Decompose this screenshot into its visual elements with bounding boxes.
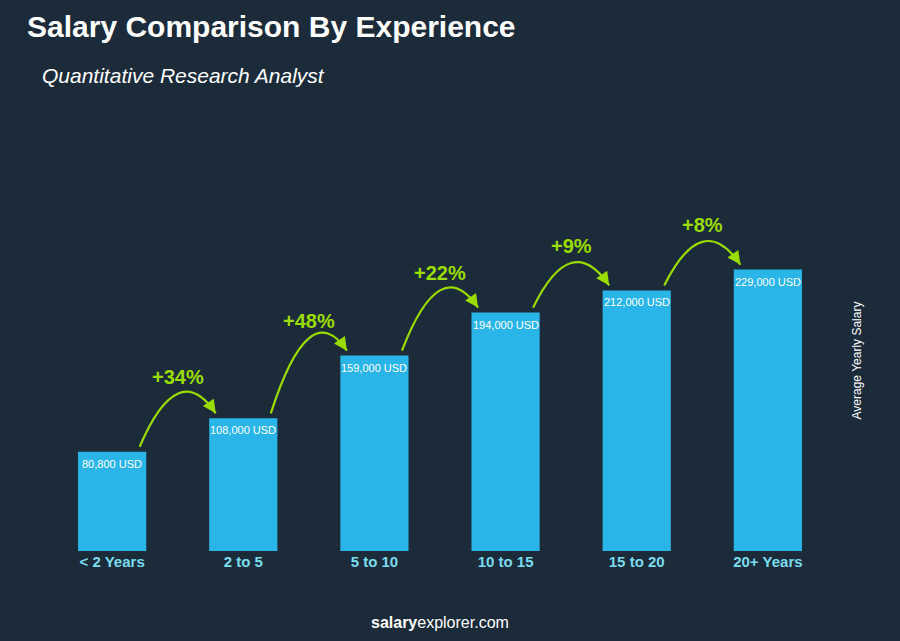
- svg-text:salaryexplorer.com: salaryexplorer.com: [371, 614, 509, 631]
- svg-text:229,000 USD: 229,000 USD: [735, 276, 801, 288]
- svg-text:+8%: +8%: [682, 214, 723, 236]
- svg-text:108,000 USD: 108,000 USD: [210, 424, 276, 436]
- svg-text:159,000 USD: 159,000 USD: [341, 362, 407, 374]
- svg-text:Quantitative Research Analyst: Quantitative Research Analyst: [42, 64, 325, 87]
- svg-text:2 to 5: 2 to 5: [224, 553, 263, 570]
- svg-text:Salary Comparison By Experienc: Salary Comparison By Experience: [27, 10, 516, 43]
- svg-text:< 2 Years: < 2 Years: [80, 553, 145, 570]
- svg-text:+34%: +34%: [152, 366, 204, 388]
- svg-text:20+ Years: 20+ Years: [733, 553, 802, 570]
- svg-text:+9%: +9%: [551, 235, 592, 257]
- svg-text:Average Yearly Salary: Average Yearly Salary: [850, 302, 864, 420]
- svg-text:15 to 20: 15 to 20: [609, 553, 665, 570]
- svg-text:10 to 15: 10 to 15: [478, 553, 534, 570]
- svg-text:80,800 USD: 80,800 USD: [82, 458, 142, 470]
- svg-text:+22%: +22%: [414, 262, 466, 284]
- svg-text:194,000 USD: 194,000 USD: [473, 319, 539, 331]
- svg-text:5 to 10: 5 to 10: [351, 553, 399, 570]
- svg-text:212,000 USD: 212,000 USD: [604, 296, 670, 308]
- svg-text:+48%: +48%: [283, 310, 335, 332]
